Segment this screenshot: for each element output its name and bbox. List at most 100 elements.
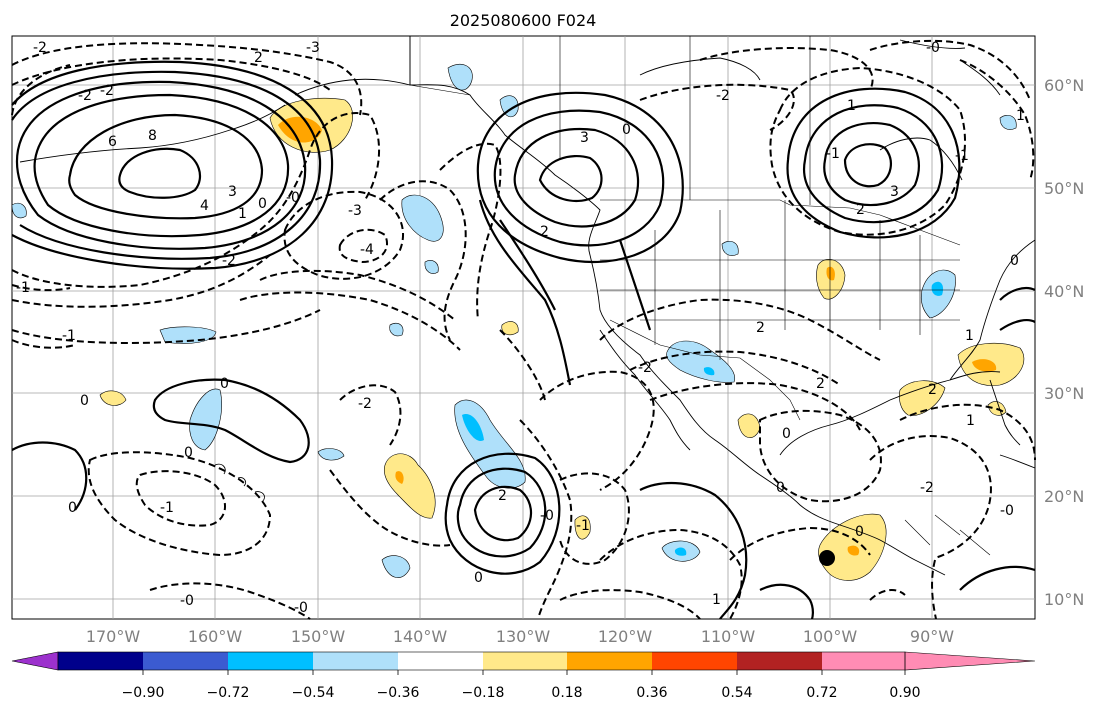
dashed-contour xyxy=(869,588,906,601)
colorbar-segment xyxy=(58,652,144,670)
dashed-contour xyxy=(869,435,992,559)
contour-label: 2 xyxy=(498,488,507,504)
contour-label: 8 xyxy=(148,128,157,144)
shaded-patch xyxy=(721,241,739,256)
contour-label: -0 xyxy=(294,600,308,616)
shaded-patch xyxy=(826,266,835,281)
solid-contour xyxy=(444,452,561,575)
lat-label: 30°N xyxy=(1044,384,1084,403)
shaded-patch xyxy=(574,515,591,540)
coastline-baja xyxy=(599,329,691,451)
shaded-patch xyxy=(447,64,473,91)
colorbar-tick-label: −0.90 xyxy=(122,685,165,701)
contour-label: 0 xyxy=(622,122,631,138)
coastline-florida xyxy=(989,379,1021,446)
shaded-patch xyxy=(666,340,736,383)
lon-label: 160°W xyxy=(188,627,243,646)
contour-label: -2 xyxy=(100,83,114,99)
border-us-mexico xyxy=(609,319,801,421)
lat-label: 50°N xyxy=(1044,179,1084,198)
contour-label: -3 xyxy=(348,203,362,219)
dashed-contour xyxy=(439,142,502,321)
shaded-patch xyxy=(931,281,944,296)
shaded-patch xyxy=(11,202,27,219)
shaded-patch xyxy=(389,322,404,337)
solid-contour xyxy=(959,565,1036,591)
contour-label: -2 xyxy=(78,88,92,104)
colorbar-tick-label: 0.18 xyxy=(551,685,582,701)
contour-label: 6 xyxy=(108,134,117,150)
dashed-contours xyxy=(11,39,1036,620)
colorbar: −0.90 −0.72 −0.54 −0.36 −0.18 0.18 0.36 … xyxy=(11,651,1036,701)
dashed-contour xyxy=(629,350,841,386)
figure-title: 2025080600 F024 xyxy=(450,11,597,30)
dashed-contour xyxy=(519,419,573,620)
dashed-contour xyxy=(559,472,630,565)
contour-label: 1 xyxy=(1016,108,1025,124)
contour-labels: -2 -3 2 -2 -2 -1 -1 0 6 8 4 3 1 0 -0 -3 … xyxy=(16,40,1025,616)
solid-contour xyxy=(802,104,943,224)
contour-label: 4 xyxy=(200,198,209,214)
dashed-contour xyxy=(649,382,861,431)
solid-contour xyxy=(473,485,533,542)
lat-label: 20°N xyxy=(1044,487,1084,506)
dashed-contour xyxy=(639,83,795,131)
colorbar-tick-label: 0.72 xyxy=(806,685,837,701)
contour-label: 1 xyxy=(965,328,974,344)
dashed-contour xyxy=(11,254,271,308)
colorbar-segment xyxy=(143,652,229,670)
contour-label: -0 xyxy=(180,593,194,609)
contour-label: 2 xyxy=(856,202,865,218)
shaded-patch xyxy=(99,390,127,406)
contour-label: 0 xyxy=(474,570,483,586)
shaded-patch xyxy=(499,95,519,118)
coastline-hawaii xyxy=(214,463,265,503)
shaded-patch xyxy=(395,471,404,484)
contour-label: -1 xyxy=(955,148,969,164)
solid-contour xyxy=(456,467,547,558)
lon-label: 110°W xyxy=(701,627,756,646)
dashed-contour xyxy=(769,66,966,236)
contour-label: 0 xyxy=(184,445,193,461)
lat-label: 40°N xyxy=(1044,282,1084,301)
border-central-america xyxy=(904,514,991,556)
lon-label: 170°W xyxy=(86,627,141,646)
contour-label: -2 xyxy=(920,480,934,496)
contour-label: 2 xyxy=(816,376,825,392)
dashed-contour xyxy=(259,269,456,321)
dashed-contour xyxy=(899,403,1036,461)
contour-label: -0 xyxy=(1000,503,1014,519)
contour-label: -1 xyxy=(826,146,840,162)
coastline-east xyxy=(949,239,1036,381)
latitude-labels: 60°N 50°N 40°N 30°N 20°N 10°N xyxy=(1044,76,1084,609)
contour-label: 0 xyxy=(1010,253,1019,269)
dashed-contour xyxy=(329,469,451,547)
dashed-contour xyxy=(149,582,311,620)
contour-label: 2 xyxy=(254,50,263,66)
solid-contour xyxy=(493,109,665,247)
contour-label: 2 xyxy=(540,224,549,240)
shaded-anomaly-patches xyxy=(11,64,1025,581)
colorbar-arrow-left xyxy=(11,651,59,671)
shaded-patch xyxy=(401,194,444,242)
shaded-patch xyxy=(462,414,484,441)
dashed-contour xyxy=(11,42,363,116)
lon-label: 90°W xyxy=(910,627,954,646)
contour-label: 0 xyxy=(855,524,864,540)
colorbar-tick-label: 0.90 xyxy=(889,685,920,701)
solid-contour xyxy=(618,239,652,331)
contour-label: -1 xyxy=(160,500,174,516)
border-states-1 xyxy=(654,200,921,360)
solid-contour xyxy=(68,113,264,220)
lon-label: 150°W xyxy=(291,627,346,646)
contour-label: -0 xyxy=(286,190,300,206)
colorbar-segment xyxy=(567,652,653,670)
colorbar-tick-label: −0.72 xyxy=(207,685,250,701)
lon-label: 100°W xyxy=(803,627,858,646)
solid-contour xyxy=(843,143,892,188)
colorbar-tick-label: −0.54 xyxy=(292,685,335,701)
dashed-contour xyxy=(11,112,381,288)
contour-label: -1 xyxy=(576,518,590,534)
contour-label: 3 xyxy=(228,184,237,200)
